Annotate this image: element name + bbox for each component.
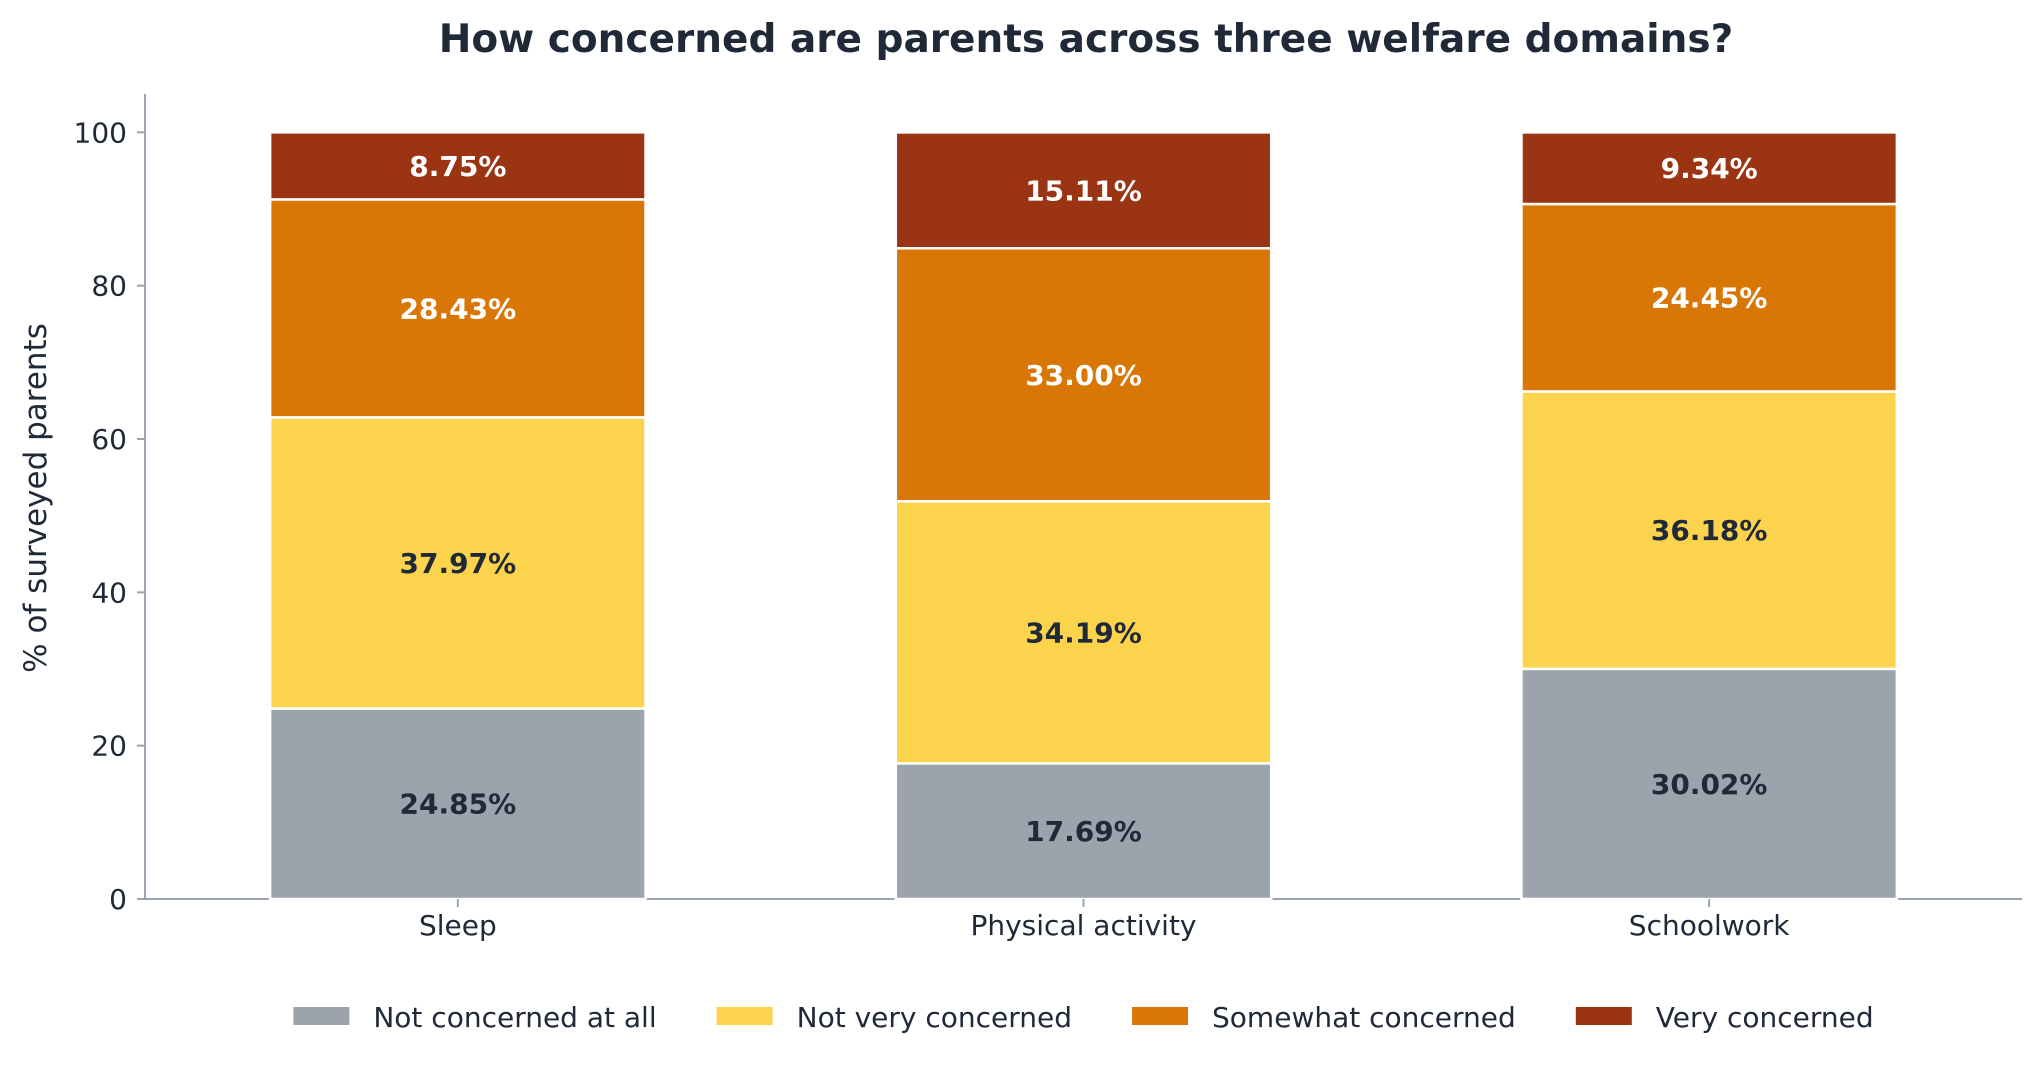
x-tick-labels: Sleep Physical activity Schoolwork (419, 899, 1790, 942)
bar-value-label: 15.11% (1025, 174, 1142, 207)
bar-segment (894, 500, 1273, 765)
bar-value-label: 34.19% (1025, 616, 1142, 649)
legend-item: Not concerned at all (293, 1001, 657, 1034)
y-tick-label: 40 (91, 576, 127, 609)
legend-label: Not concerned at all (373, 1001, 656, 1034)
bar-value-label: 37.97% (400, 547, 517, 580)
bar-value-label: 9.34% (1661, 152, 1758, 185)
bar-value-label: 33.00% (1025, 359, 1142, 392)
bars: 24.85% 37.97% 28.43% 8.75% 17.69% 34.19% 33.00… (268, 131, 1899, 901)
bar-value-label: 36.18% (1651, 514, 1768, 547)
y-axis-label: % of surveyed parents (18, 323, 54, 673)
x-tick-label: Sleep (419, 909, 497, 942)
bar-value-label: 24.85% (400, 788, 517, 821)
bar-stack: 24.85% 37.97% 28.43% 8.75% (268, 131, 647, 901)
y-tick-label: 60 (91, 423, 127, 456)
x-tick-label: Physical activity (970, 909, 1196, 942)
y-tick-label: 100 (74, 116, 127, 149)
bar-segment (268, 198, 647, 419)
legend-swatch (293, 1007, 350, 1025)
legend-swatch (1575, 1007, 1632, 1025)
bar-value-label: 8.75% (409, 150, 506, 183)
bar-value-label: 30.02% (1651, 768, 1768, 801)
bar-segment (1520, 390, 1899, 671)
legend: Not concerned at all Not very concerned So… (293, 1001, 1874, 1034)
y-tick-label: 20 (91, 730, 127, 763)
x-tick-label: Schoolwork (1629, 909, 1790, 942)
y-tick-label: 80 (91, 270, 127, 303)
legend-swatch (716, 1007, 773, 1025)
bar-value-label: 24.45% (1651, 282, 1768, 315)
bar-segment (894, 131, 1273, 250)
legend-item: Very concerned (1575, 1001, 1874, 1034)
bar-value-label: 28.43% (400, 292, 517, 325)
bar-segment (268, 131, 647, 201)
legend-label: Not very concerned (797, 1001, 1072, 1034)
bar-segment (1520, 131, 1899, 206)
y-tick-label: 0 (109, 883, 127, 916)
legend-label: Very concerned (1656, 1001, 1874, 1034)
bar-value-label: 17.69% (1025, 815, 1142, 848)
bar-segment (1520, 202, 1899, 393)
legend-label: Somewhat concerned (1212, 1001, 1516, 1034)
legend-item: Not very concerned (716, 1001, 1072, 1034)
bar-segment (894, 247, 1273, 503)
bar-segment (1520, 667, 1899, 901)
bar-stack: 30.02% 36.18% 24.45% 9.34% (1520, 131, 1899, 901)
bar-segment (268, 416, 647, 710)
legend-item: Somewhat concerned (1132, 1001, 1516, 1034)
legend-swatch (1132, 1007, 1189, 1025)
bar-stack: 17.69% 34.19% 33.00% 15.11% (894, 131, 1273, 901)
chart-title: How concerned are parents across three w… (439, 17, 1734, 62)
